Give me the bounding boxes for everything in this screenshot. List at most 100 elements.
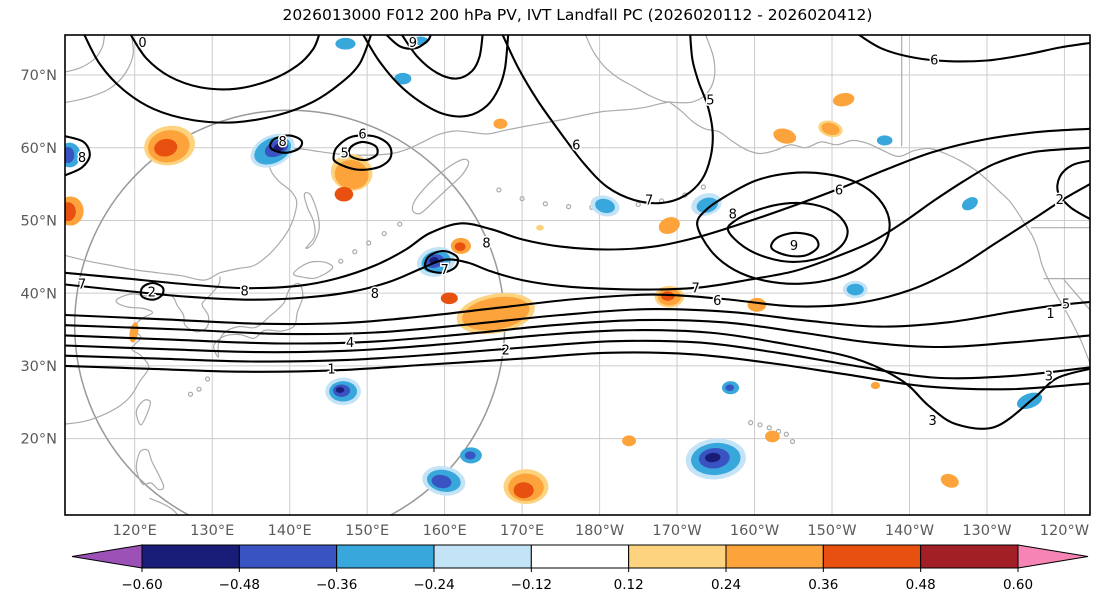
pv-contour-level-2	[1056, 159, 1090, 221]
pv-contour-level-5	[65, 300, 1090, 336]
pv-contour-level-4	[65, 318, 1090, 349]
pv-contour-level-8	[65, 127, 1090, 290]
y-tick-label: 40°N	[20, 286, 57, 302]
x-tick-label: 160°W	[730, 523, 779, 539]
colorbar-cell	[336, 544, 435, 569]
shading-region	[658, 217, 680, 234]
shading-region	[334, 160, 369, 190]
shading-region	[846, 283, 864, 296]
contour-label: 6	[572, 138, 580, 153]
shading-region	[821, 122, 840, 135]
island	[366, 240, 372, 246]
coastline	[411, 158, 470, 215]
shading-region	[394, 72, 412, 85]
contour-label: 9	[409, 36, 417, 51]
colorbar-cell	[628, 544, 727, 569]
y-tick-label: 20°N	[20, 432, 57, 448]
shading-region	[747, 297, 767, 312]
contour-label: 7	[440, 263, 448, 278]
pv-contour-level-8	[269, 134, 304, 154]
shading-region	[65, 202, 76, 222]
shading-region	[536, 224, 544, 231]
contour-label: 1	[327, 362, 335, 377]
contour-label: 2	[1056, 193, 1064, 208]
shading-region	[870, 381, 881, 390]
shading-region	[773, 128, 797, 144]
pv-contour-level-7	[65, 146, 1090, 301]
colorbar-tick-label: −0.12	[511, 577, 552, 593]
coastline	[65, 276, 221, 425]
colorbar-tick-label: 0.36	[808, 577, 838, 593]
pv-contour-level-6	[696, 171, 891, 285]
colorbar-tick-labels: −0.60 −0.48 −0.36 −0.24 −0.12 0.12 0.24 0.36 0.4…	[121, 577, 1033, 593]
contour-label: 8	[241, 285, 249, 300]
shading-region	[876, 135, 893, 146]
shading-region	[622, 435, 636, 447]
shading-region	[940, 473, 959, 488]
pv-contour-level-2	[65, 339, 1090, 380]
coastline	[135, 399, 151, 426]
y-tick-label: 30°N	[20, 359, 57, 375]
x-tick-label: 120°E	[113, 523, 157, 539]
x-tick-label: 130°W	[962, 523, 1011, 539]
island	[187, 391, 194, 397]
coastline	[213, 282, 304, 358]
coastline	[1063, 279, 1090, 311]
island	[700, 184, 706, 190]
shading-region	[335, 37, 356, 50]
shading-region	[65, 147, 75, 163]
contour-label: 5	[706, 93, 714, 108]
island	[496, 187, 502, 193]
shading-region	[493, 118, 508, 129]
contour-label: 8	[78, 151, 86, 166]
y-tick-label: 70°N	[20, 68, 57, 84]
island	[381, 230, 387, 237]
x-tick-label: 130°E	[190, 523, 234, 539]
contour-label: 1	[1046, 307, 1054, 322]
contour-label: 6	[358, 127, 366, 142]
x-tick-label: 170°E	[500, 523, 544, 539]
island	[519, 196, 525, 202]
island	[397, 221, 403, 227]
x-tick-label: 160°E	[423, 523, 467, 539]
colorbar	[71, 544, 1089, 572]
colorbar-cell	[530, 544, 630, 569]
coastline	[135, 448, 165, 491]
contour-label: 0	[138, 36, 146, 51]
shading-region	[704, 452, 721, 463]
contour-label: 7	[645, 194, 653, 209]
island	[766, 425, 772, 431]
contour-label: 3	[1045, 370, 1053, 385]
contour-label: 6	[835, 183, 843, 198]
colorbar-tick-label: 0.48	[906, 577, 936, 593]
pv-contour-level-7	[423, 249, 460, 274]
x-tick-label: 150°W	[807, 523, 856, 539]
pv-contour-level-0	[83, 35, 373, 124]
island	[635, 201, 641, 208]
shading-region	[431, 474, 452, 489]
coastline	[669, 35, 716, 104]
shading-region	[513, 482, 534, 499]
shading-region	[273, 142, 286, 152]
island	[542, 201, 548, 207]
pv-contour-level-6	[858, 35, 1090, 63]
contour-label: 4	[346, 336, 354, 351]
colorbar-over-arrow	[1017, 544, 1089, 569]
x-tick-label: 150°E	[345, 523, 389, 539]
coastline	[585, 35, 670, 103]
contour-label: 6	[930, 53, 938, 68]
colorbar-tick-label: 0.12	[614, 577, 644, 593]
coastline	[668, 101, 1090, 365]
contour-label: 5	[341, 146, 349, 161]
coastline	[65, 35, 106, 73]
colorbar-cell	[141, 544, 240, 569]
island	[204, 376, 211, 382]
contour-label: 2	[502, 343, 510, 358]
island	[196, 386, 202, 392]
pc-shading	[65, 36, 1043, 505]
colorbar-under-arrow	[71, 544, 143, 569]
x-tick-label: 170°W	[652, 523, 701, 539]
colorbar-cell	[725, 544, 824, 569]
